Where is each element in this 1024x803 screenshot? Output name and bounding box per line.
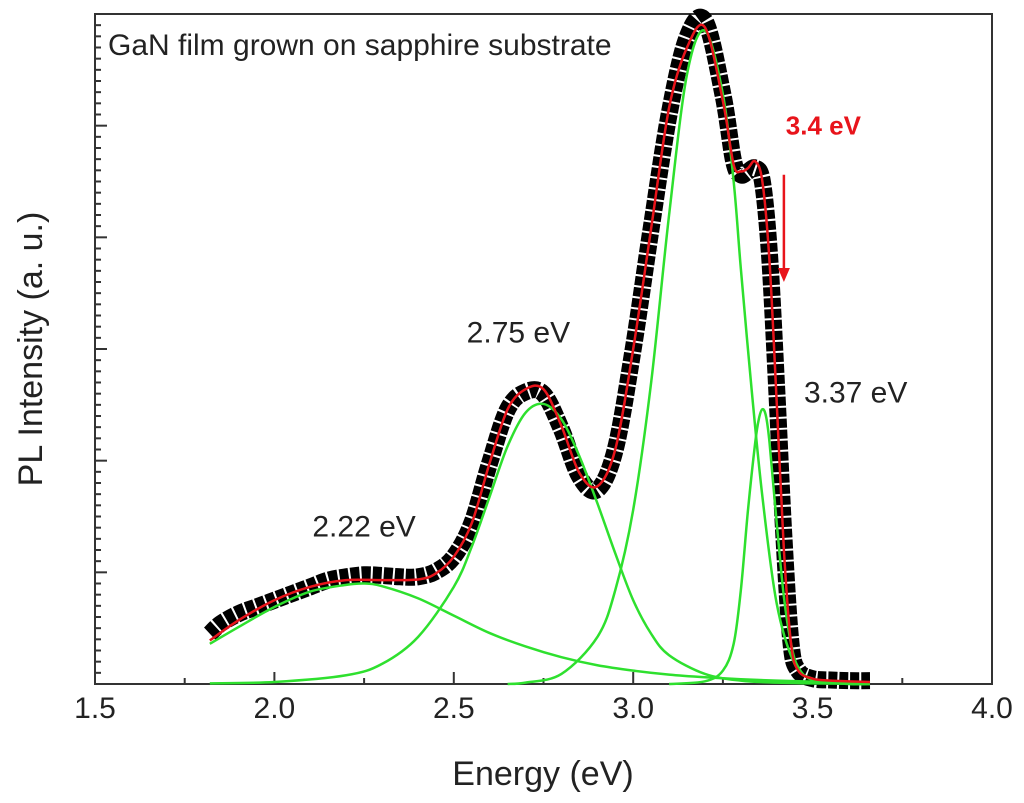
x-axis-title: Energy (eV)	[452, 755, 633, 793]
annotation-2-75-ev: 2.75 eV	[467, 316, 570, 349]
3-37-ev-component-series	[668, 407, 871, 686]
2-75-ev-component-series	[209, 402, 871, 686]
x-tick-label: 3.0	[612, 692, 654, 725]
x-tick-label: 4.0	[971, 692, 1013, 725]
annotation-layer: 2.22 eV 2.75 eV 3.19 eV 3.37 eV 3.4 eV	[312, 0, 907, 544]
annotation-3-37-ev: 3.37 eV	[804, 377, 907, 410]
series-layer	[203, 8, 871, 690]
y-axis-ticks	[95, 13, 107, 685]
x-tick-label: 2.0	[254, 692, 296, 725]
x-tick-label: 2.5	[433, 692, 475, 725]
x-tick-label: 3.5	[792, 692, 834, 725]
chart-title: GaN film grown on sapphire substrate	[108, 29, 612, 62]
y-axis-title: PL Intensity (a. u.)	[12, 212, 50, 487]
annotation-2-22-ev: 2.22 eV	[312, 511, 415, 544]
2-22-ev-component-series	[209, 582, 871, 684]
annotation-3-4-ev: 3.4 eV	[786, 111, 862, 141]
x-tick-label: 1.5	[74, 692, 116, 725]
annotation-3-19-ev: 3.19 eV	[653, 0, 756, 1]
x-axis-ticks: 1.5 2.0 2.5 3.0 3.5 4.0	[74, 672, 1013, 725]
arrow-head	[777, 268, 790, 282]
total-fit-series	[209, 23, 871, 684]
